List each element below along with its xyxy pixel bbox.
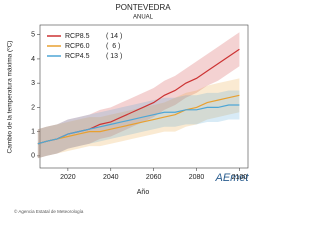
x-tick-label: 2100 [232, 174, 248, 181]
x-tick-label: 2020 [60, 174, 76, 181]
y-tick-label: 4 [31, 56, 35, 63]
x-tick-label: 2080 [189, 174, 205, 181]
x-axis-label: Año [137, 189, 150, 196]
y-tick-label: 2 [31, 104, 35, 111]
legend-label: RCP8.5 [65, 33, 90, 40]
legend-count: ( 6 ) [106, 43, 120, 50]
series-line [37, 94, 240, 145]
y-axis-label: Cambio de la temperatura máxima (ºC) [7, 41, 14, 154]
uncertainty-band [37, 32, 240, 159]
legend-count: ( 14 ) [106, 33, 122, 40]
legend-count: ( 13 ) [106, 53, 122, 60]
logo: AEmet [214, 172, 249, 184]
y-tick-label: 0 [31, 153, 35, 160]
legend-label: RCP4.5 [65, 53, 90, 60]
y-tick-label: 1 [31, 128, 35, 135]
y-tick-label: 5 [31, 32, 35, 39]
x-tick-label: 2060 [146, 174, 162, 181]
chart-title: PONTEVEDRA [115, 3, 171, 12]
footer: © Agencia Estatal de Meteorología [14, 208, 84, 214]
chart: PONTEVEDRA ANUAL Cambio de la temperatur… [7, 3, 250, 214]
chart-subtitle: ANUAL [133, 15, 154, 21]
y-tick-label: 3 [31, 80, 35, 87]
plot-frame [39, 24, 249, 169]
legend-label: RCP6.0 [65, 43, 90, 50]
uncertainty-band [37, 90, 240, 159]
x-tick-label: 2040 [103, 174, 119, 181]
series-line [37, 104, 240, 145]
